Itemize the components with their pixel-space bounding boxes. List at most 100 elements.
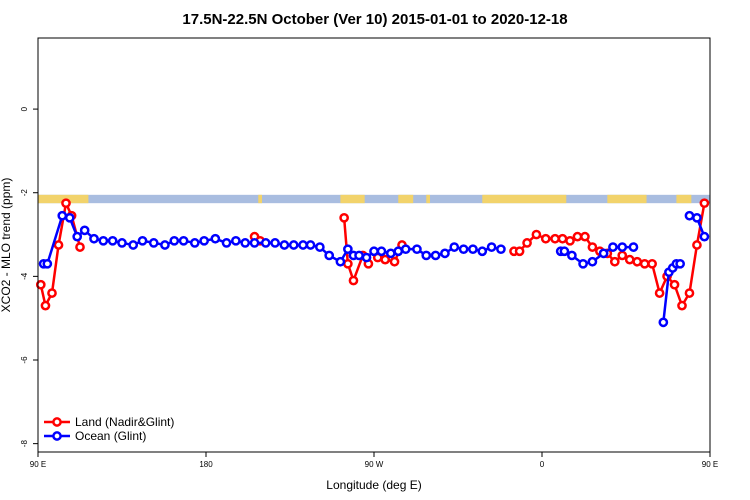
land-band [38, 194, 89, 204]
data-point [531, 229, 542, 240]
data-point [393, 246, 404, 257]
data-point [380, 254, 391, 265]
data-point [72, 231, 83, 242]
data-point [580, 231, 590, 242]
data-point [42, 258, 53, 269]
x-tick-label: 180 [199, 460, 213, 469]
x-axis-label: Longitude (deg E) [326, 478, 421, 492]
data-point [339, 212, 349, 223]
data-point [559, 246, 570, 257]
data-point [53, 240, 64, 250]
data-point [98, 235, 109, 246]
data-point [449, 242, 460, 252]
data-point [279, 240, 290, 250]
data-point [75, 242, 85, 252]
data-point [89, 233, 99, 244]
data-point [79, 225, 90, 236]
data-point [354, 250, 364, 261]
data-point [628, 242, 639, 252]
data-point [658, 317, 669, 328]
legend-swatch-marker [52, 417, 62, 427]
legend: Land (Nadir&Glint)Ocean (Glint) [44, 415, 174, 443]
data-point [369, 246, 379, 257]
x-tick-label: 90 E [702, 460, 718, 469]
data-point [430, 250, 441, 261]
data-point [514, 246, 525, 257]
data-point [240, 238, 251, 248]
y-axis: 0 -2 -4 -6 -8 [20, 106, 38, 447]
data-point [305, 240, 316, 250]
land-band [340, 194, 365, 204]
data-point [557, 233, 568, 244]
data-point [692, 212, 702, 223]
data-point [160, 240, 170, 250]
data-point [458, 244, 469, 255]
data-point [210, 233, 221, 244]
data-point [639, 258, 650, 269]
data-point [348, 275, 359, 286]
data-point [117, 238, 127, 248]
legend-swatch-marker [52, 431, 62, 441]
x-axis: 90 E 180 90 W 0 90 E [30, 452, 718, 469]
ocean-band [38, 194, 710, 204]
y-tick-label: -4 [20, 272, 29, 280]
data-point [389, 256, 400, 267]
data-point [221, 238, 232, 248]
data-point [669, 279, 680, 290]
data-point [298, 240, 308, 250]
data-point [148, 238, 159, 248]
data-point [587, 242, 598, 252]
y-tick-label: 0 [20, 106, 29, 111]
data-point [598, 248, 609, 259]
data-point [587, 256, 598, 267]
data-point [376, 246, 387, 257]
data-point [178, 235, 189, 246]
data-series [35, 198, 710, 328]
y-axis-label: XCO2 - MLO trend (ppm) [0, 178, 13, 313]
series-group [38, 210, 710, 328]
data-point [567, 250, 577, 261]
data-point [137, 235, 148, 246]
data-point [624, 254, 635, 265]
data-point [522, 238, 532, 248]
land-band [258, 194, 262, 204]
data-point [486, 242, 497, 252]
data-point [617, 242, 628, 252]
data-point [400, 244, 411, 255]
data-point [40, 300, 51, 311]
data-point [343, 244, 353, 255]
land-band [398, 194, 414, 204]
y-tick-label: -8 [20, 440, 29, 448]
data-point [189, 238, 200, 248]
legend-label: Ocean (Glint) [75, 429, 146, 443]
data-point [699, 198, 710, 209]
data-point [468, 244, 478, 255]
data-point [61, 198, 71, 209]
data-point [578, 258, 588, 269]
data-point [440, 248, 450, 259]
data-point [57, 210, 68, 221]
land-band [676, 194, 692, 204]
data-point [421, 250, 432, 261]
x-tick-label: 0 [540, 460, 545, 469]
data-point [699, 231, 710, 242]
data-point [675, 258, 685, 269]
data-point [249, 238, 260, 248]
data-point [684, 210, 695, 221]
data-point [632, 256, 643, 267]
data-point [540, 233, 551, 244]
data-point [385, 248, 396, 259]
land-band [426, 194, 430, 204]
data-point [412, 244, 422, 255]
data-point [47, 288, 57, 298]
data-point [654, 288, 665, 298]
data-point [107, 235, 118, 246]
y-tick-label: -6 [20, 356, 29, 364]
data-point [692, 240, 702, 250]
legend-label: Land (Nadir&Glint) [75, 415, 174, 429]
data-point [684, 288, 695, 298]
land-band [607, 194, 647, 204]
data-point [288, 240, 299, 250]
data-point [64, 212, 75, 223]
y-tick-label: -2 [20, 189, 29, 197]
